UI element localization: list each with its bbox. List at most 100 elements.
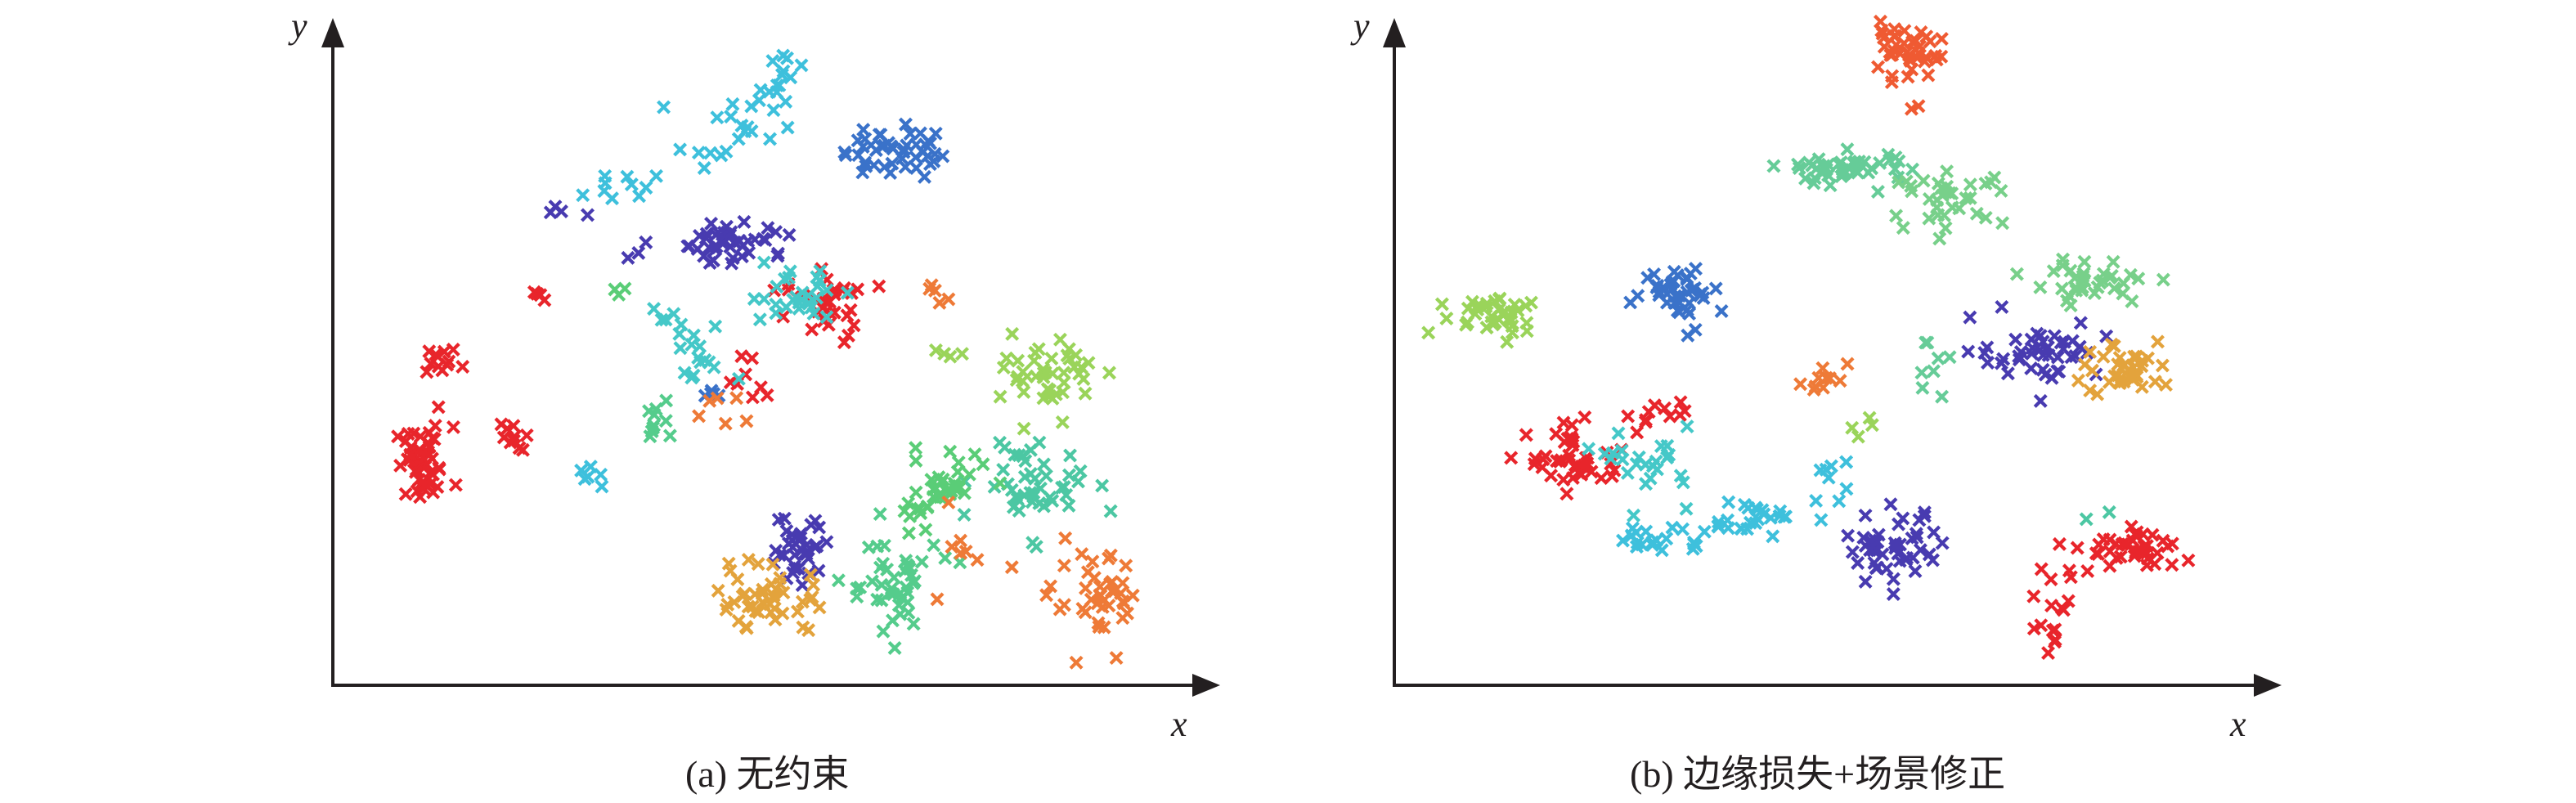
scatter-point-a	[739, 414, 754, 428]
scatter-point-a	[684, 337, 699, 352]
scatter-point-a	[424, 357, 438, 371]
scatter-point-a	[769, 297, 783, 312]
scatter-point-a	[873, 128, 888, 142]
scatter-point-a	[924, 278, 939, 293]
scatter-point-a	[756, 255, 771, 270]
scatter-point-a	[1016, 421, 1031, 436]
scatter-point-a	[1012, 503, 1026, 518]
scatter-point-b	[1920, 335, 1935, 350]
scatter-point-a	[918, 137, 932, 152]
scatter-point-b	[1582, 442, 1596, 456]
scatter-point-b	[2077, 254, 2092, 269]
scatter-point-a	[642, 404, 657, 419]
scatter-point-a	[868, 143, 883, 158]
scatter-point-b	[1911, 46, 1926, 61]
scatter-point-b	[2083, 384, 2098, 398]
scatter-point-b	[1851, 165, 1865, 180]
scatter-point-a	[1092, 620, 1106, 635]
scatter-point-b	[2150, 334, 2165, 349]
scatter-point-a	[950, 464, 965, 479]
scatter-point-b	[1959, 191, 1973, 205]
scatter-point-b	[1905, 162, 1920, 177]
scatter-point-b	[1773, 504, 1788, 518]
scatter-point-b	[1862, 410, 1877, 425]
scatter-point-b	[1885, 69, 1900, 83]
scatter-point-b	[1492, 291, 1507, 306]
scatter-point-a	[741, 599, 756, 614]
scatter-point-b	[1858, 508, 1873, 523]
scatter-point-a	[1061, 498, 1076, 513]
scatter-point-a	[898, 159, 913, 174]
scatter-point-a	[996, 361, 1011, 375]
scatter-point-b	[1922, 211, 1936, 226]
scatter-point-b	[1896, 221, 1910, 236]
scatter-point-a	[837, 335, 851, 350]
scatter-point-a	[1027, 353, 1041, 368]
scatter-point-a	[1080, 565, 1095, 580]
scatter-point-a	[710, 110, 725, 125]
scatter-point-a	[432, 462, 447, 477]
scatter-point-a	[1029, 540, 1043, 554]
scatter-point-a	[1063, 448, 1078, 463]
scatter-point-b	[2112, 374, 2127, 388]
scatter-point-b	[2053, 335, 2068, 350]
scatter-point-b	[1917, 509, 1932, 523]
scatter-point-b	[1594, 471, 1609, 486]
scatter-point-a	[943, 444, 958, 459]
scatter-point-a	[761, 221, 775, 236]
scatter-point-a	[909, 485, 923, 500]
scatter-point-b	[1627, 508, 1641, 523]
scatter-point-b	[2041, 646, 2056, 661]
scatter-point-a	[594, 467, 608, 482]
scatter-point-b	[2026, 621, 2041, 636]
scatter-point-a	[1004, 560, 1019, 575]
scatter-point-a	[1059, 487, 1074, 502]
scatter-point-b	[2155, 358, 2170, 373]
scatter-point-a	[718, 416, 733, 431]
scatter-point-b	[1629, 540, 1644, 554]
scatter-point-b	[1663, 409, 1677, 424]
scatter-point-a	[913, 501, 927, 516]
scatter-point-a	[954, 545, 968, 560]
scatter-point-b	[2024, 346, 2039, 361]
scatter-point-b	[2034, 618, 2049, 633]
scatter-point-b	[1695, 285, 1710, 300]
scatter-point-b	[1902, 52, 1917, 66]
scatter-point-a	[901, 496, 916, 511]
scatter-point-a	[1095, 599, 1110, 614]
scatter-point-a	[800, 543, 815, 558]
scatter-point-a	[851, 148, 866, 163]
scatter-point-a	[936, 149, 950, 164]
scatter-point-a	[1061, 468, 1076, 482]
scatter-point-b	[1562, 448, 1577, 463]
scatter-point-b	[1791, 157, 1806, 172]
scatter-point-a	[580, 208, 595, 222]
scatter-point-b	[1808, 379, 1823, 394]
scatter-point-a	[1036, 391, 1051, 406]
scatter-point-a	[805, 322, 819, 337]
scatter-point-a	[906, 617, 921, 631]
caption-a: (a) 无约束	[685, 753, 850, 795]
scatter-point-a	[932, 295, 947, 310]
scatter-point-b	[1995, 216, 2010, 231]
scatter-point-a	[962, 467, 976, 482]
scatter-point-b	[1672, 305, 1687, 320]
scatter-point-b	[2061, 594, 2076, 608]
scatter-point-b	[1439, 312, 1454, 326]
scatter-point-a	[597, 183, 612, 198]
scatter-point-b	[2116, 358, 2131, 373]
scatter-point-a	[702, 255, 717, 270]
scatter-point-b	[1650, 278, 1665, 293]
scatter-point-a	[744, 99, 759, 114]
scatter-point-b	[1926, 364, 1941, 379]
scatter-point-a	[431, 400, 446, 415]
scatter-point-b	[2069, 283, 2084, 298]
scatter-point-b	[2103, 559, 2117, 573]
scatter-point-a	[819, 283, 834, 298]
scatter-point-b	[1673, 395, 1688, 410]
scatter-point-b	[1584, 464, 1599, 479]
scatter-point-b	[2095, 273, 2110, 288]
scatter-point-a	[780, 120, 795, 135]
scatter-point-a	[870, 592, 885, 607]
